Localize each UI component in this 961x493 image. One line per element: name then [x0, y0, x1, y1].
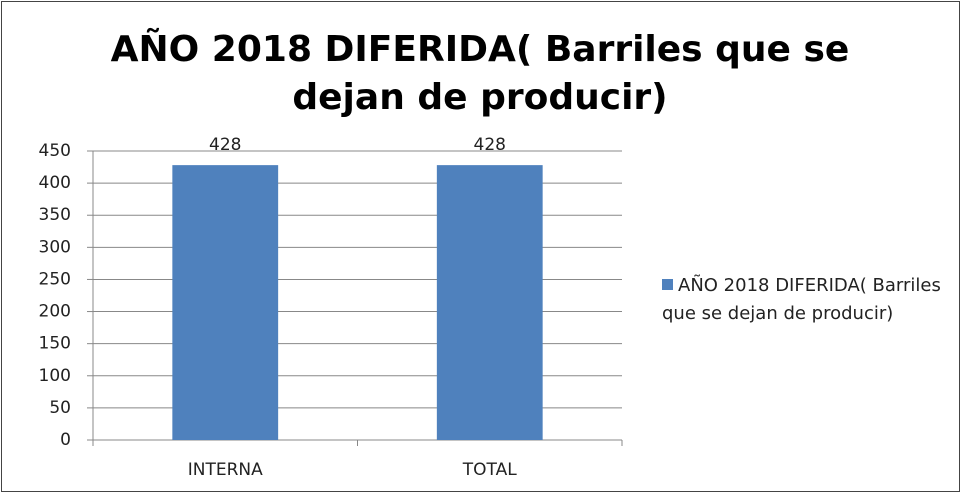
y-tick-label: 100: [39, 366, 71, 386]
chart-title: AÑO 2018 DIFERIDA( Barriles que se dejan…: [110, 29, 850, 118]
bar: [172, 165, 279, 440]
y-tick-label: 400: [39, 173, 71, 193]
legend: AÑO 2018 DIFERIDA( Barriles que se dejan…: [662, 272, 947, 328]
y-tick-label: 300: [39, 237, 71, 257]
y-tick-label: 450: [39, 141, 71, 161]
x-tick-label: TOTAL: [462, 460, 517, 480]
y-tick-label: 50: [49, 398, 71, 418]
legend-label: AÑO 2018 DIFERIDA( Barriles que se dejan…: [662, 275, 941, 324]
bar: [436, 165, 543, 440]
y-tick-label: 350: [39, 205, 71, 225]
y-tick-label: 200: [39, 302, 71, 322]
data-label: 428: [474, 135, 506, 155]
y-tick-label: 250: [39, 269, 71, 289]
legend-swatch: [662, 279, 673, 290]
data-label: 428: [209, 135, 241, 155]
x-tick-label: INTERNA: [188, 460, 263, 480]
y-tick-label: 0: [60, 430, 71, 450]
y-tick-label: 150: [39, 334, 71, 354]
